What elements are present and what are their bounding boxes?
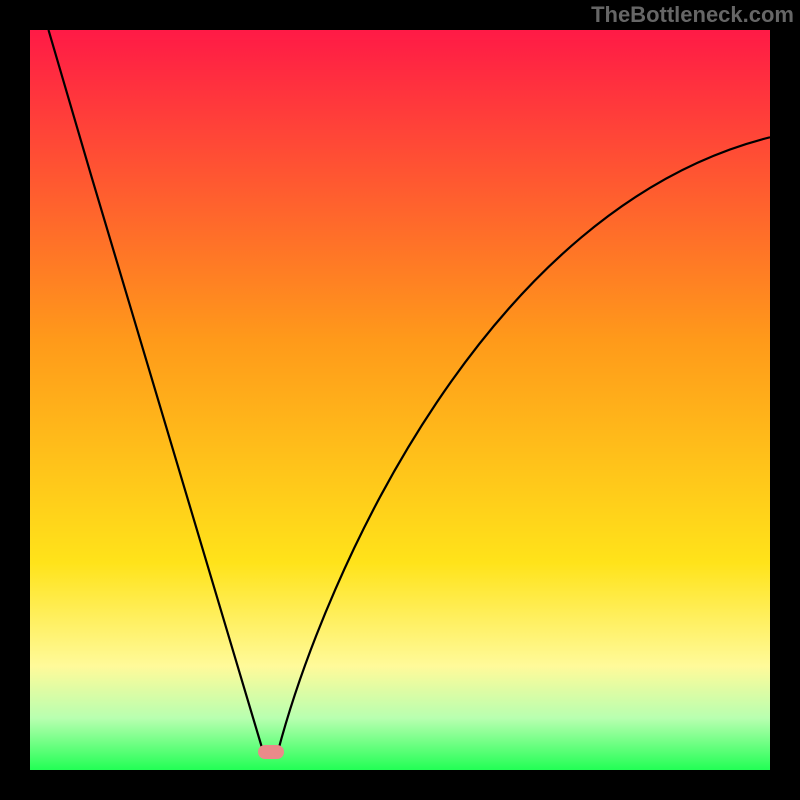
bottleneck-curve <box>30 30 770 770</box>
chart-plot-area <box>30 30 770 770</box>
curve-left-branch <box>49 30 264 752</box>
watermark-text: TheBottleneck.com <box>591 2 794 28</box>
curve-right-branch <box>278 137 770 751</box>
minimum-marker <box>258 745 284 759</box>
